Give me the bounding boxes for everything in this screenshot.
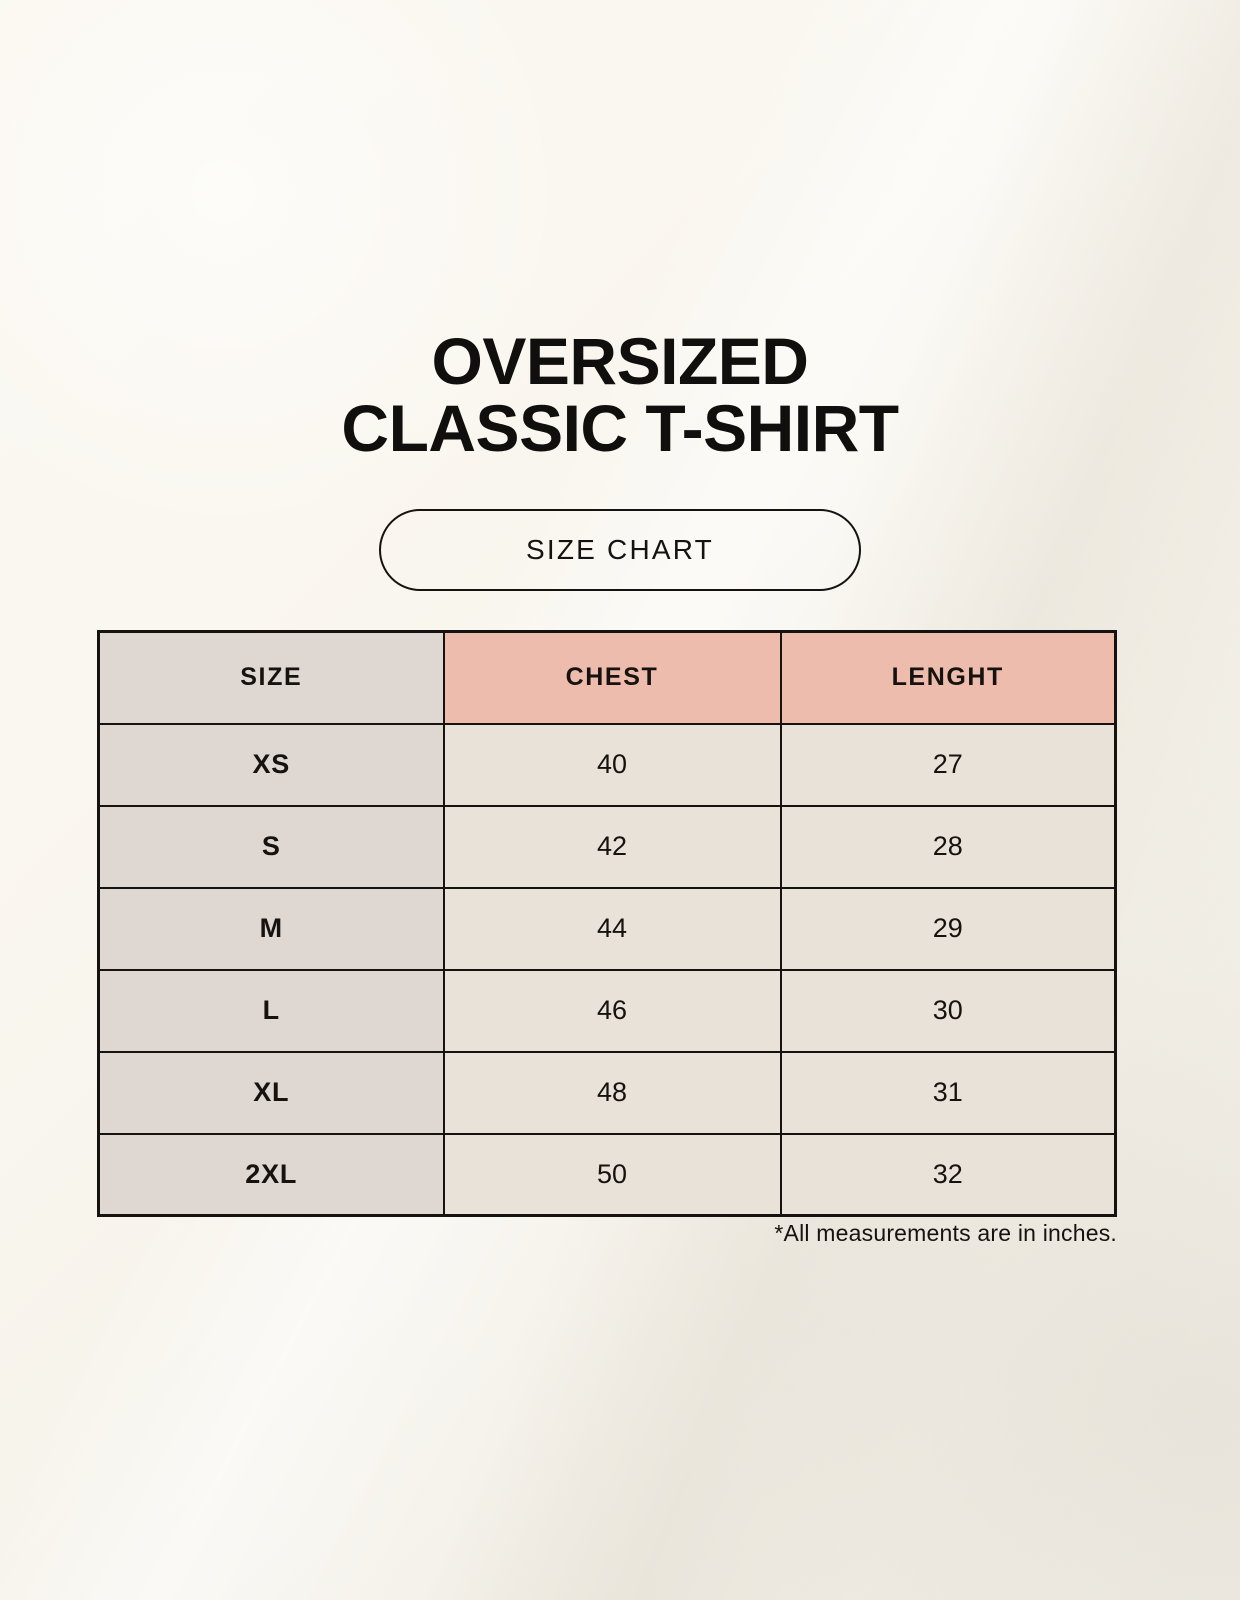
cell-length: 28 — [779, 804, 1117, 889]
cell-chest: 48 — [442, 1050, 782, 1135]
title-line-1: OVERSIZED — [431, 324, 809, 398]
cell-size: XL — [97, 1050, 445, 1135]
cell-chest: 44 — [442, 886, 782, 971]
table-header-row: SIZE CHEST LENGHT — [97, 630, 1117, 725]
cell-size: 2XL — [97, 1132, 445, 1217]
size-chart-badge-container: SIZE CHART — [0, 509, 1240, 591]
column-header-chest: CHEST — [442, 630, 782, 725]
cell-length: 29 — [779, 886, 1117, 971]
table-row: S 42 28 — [97, 804, 1117, 889]
cell-size: S — [97, 804, 445, 889]
table-header: SIZE CHEST LENGHT — [97, 630, 1117, 725]
table-body: XS 40 27 S 42 28 M 44 29 L 46 30 — [97, 722, 1117, 1217]
table-row: M 44 29 — [97, 886, 1117, 971]
size-chart-table: SIZE CHEST LENGHT XS 40 27 S 42 28 M — [97, 630, 1117, 1217]
measurement-unit-note: *All measurements are in inches. — [774, 1220, 1117, 1246]
cell-length: 27 — [779, 722, 1117, 807]
title-line-2: CLASSIC T-SHIRT — [341, 391, 899, 466]
size-chart-table-container: SIZE CHEST LENGHT XS 40 27 S 42 28 M — [97, 630, 1117, 1217]
cell-chest: 46 — [442, 968, 782, 1053]
cell-size: M — [97, 886, 445, 971]
table-row: L 46 30 — [97, 968, 1117, 1053]
size-chart-badge[interactable]: SIZE CHART — [379, 509, 861, 591]
cell-chest: 50 — [442, 1132, 782, 1217]
page-title: OVERSIZED CLASSIC T-SHIRT — [0, 324, 1240, 466]
table-row: XS 40 27 — [97, 722, 1117, 807]
cell-size: L — [97, 968, 445, 1053]
cell-chest: 40 — [442, 722, 782, 807]
column-header-size: SIZE — [97, 630, 445, 725]
cell-length: 32 — [779, 1132, 1117, 1217]
column-header-length: LENGHT — [779, 630, 1117, 725]
cell-length: 31 — [779, 1050, 1117, 1135]
cell-size: XS — [97, 722, 445, 807]
cell-length: 30 — [779, 968, 1117, 1053]
table-row: 2XL 50 32 — [97, 1132, 1117, 1217]
cell-chest: 42 — [442, 804, 782, 889]
table-row: XL 48 31 — [97, 1050, 1117, 1135]
